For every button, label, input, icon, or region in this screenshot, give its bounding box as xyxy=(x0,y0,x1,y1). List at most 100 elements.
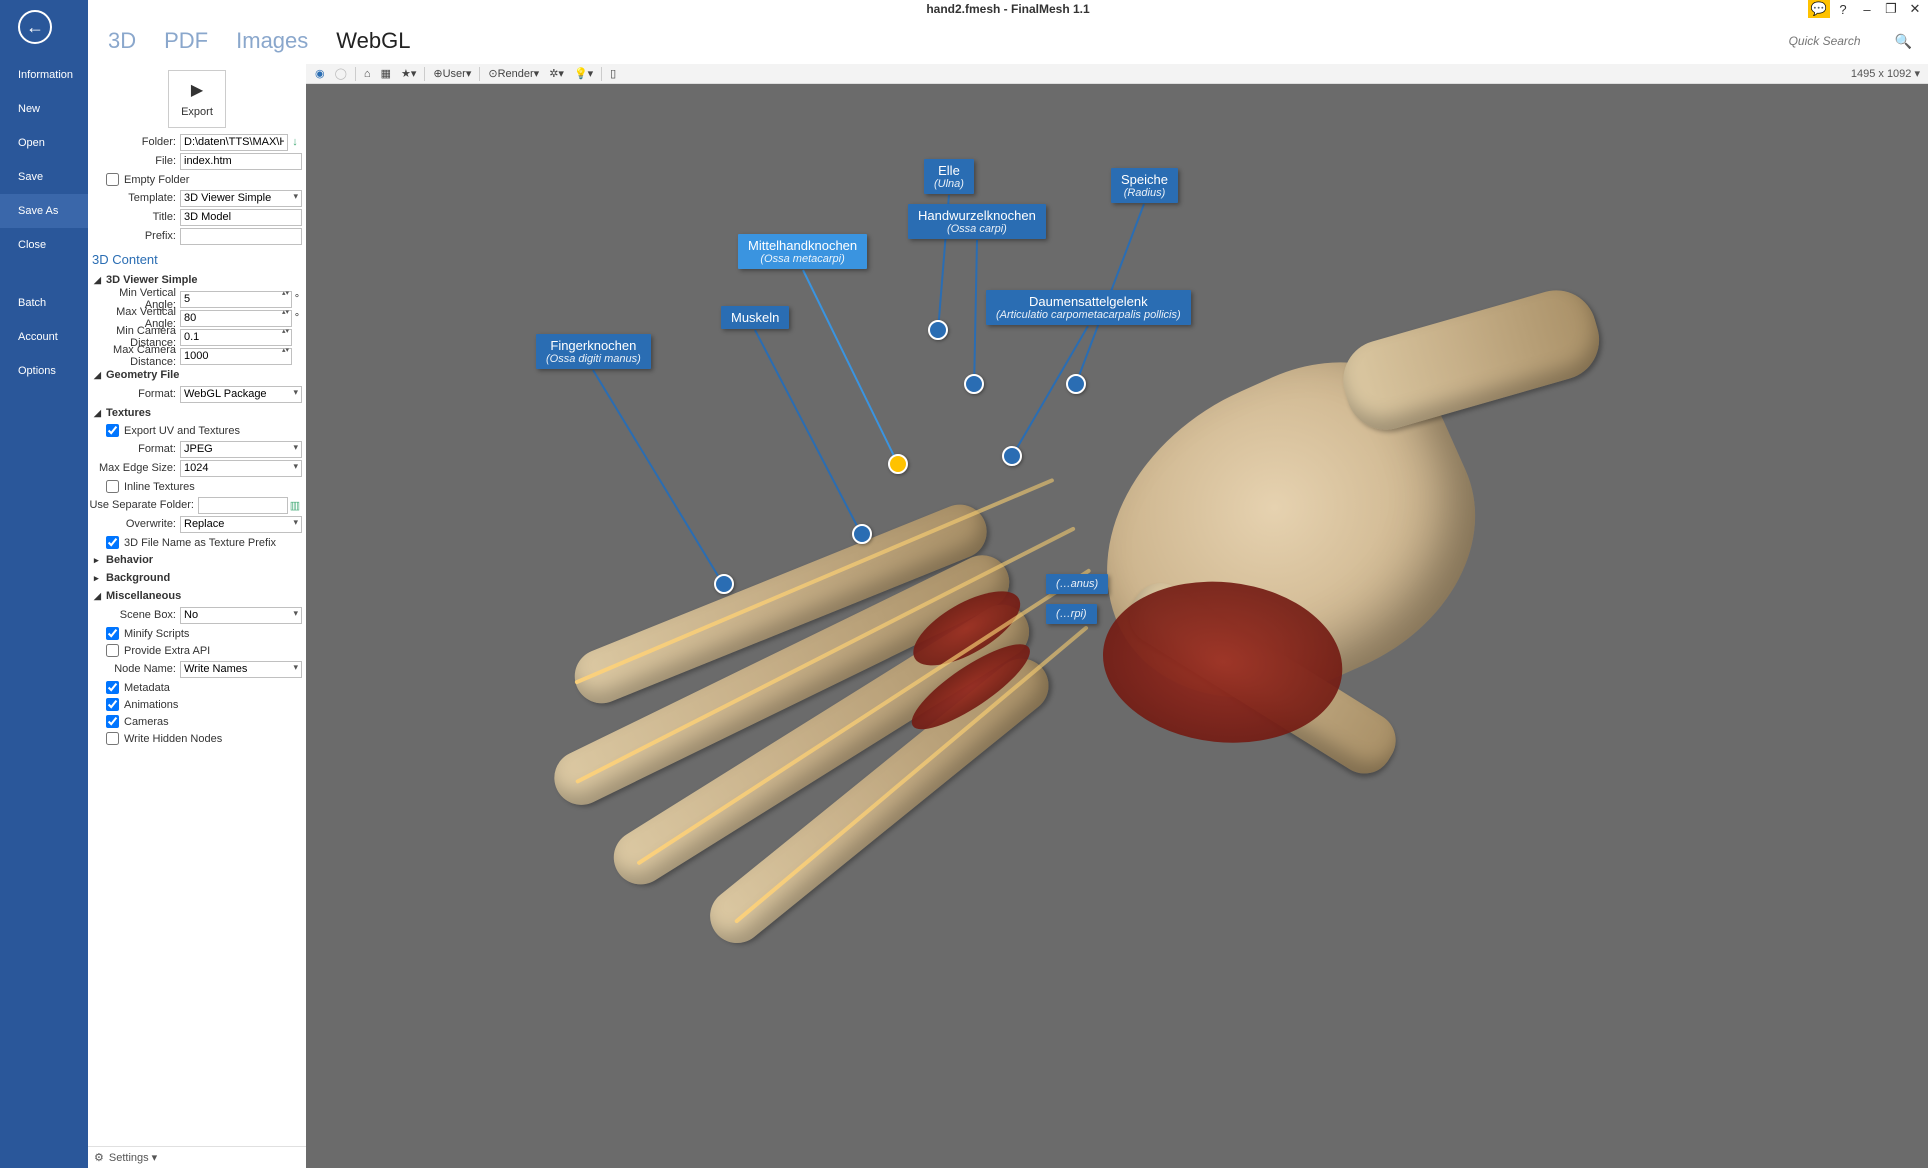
geom-format-label: Format: xyxy=(88,388,180,400)
group-geometry[interactable]: ◢Geometry File xyxy=(88,366,302,384)
sidebar-item-information[interactable]: Information xyxy=(0,58,88,92)
folder-input[interactable] xyxy=(180,134,288,151)
annotation-handwurzelknochen[interactable]: Handwurzelknochen(Ossa carpi) xyxy=(908,204,1046,239)
annotation-dot-mittelhandknochen[interactable] xyxy=(888,454,908,474)
panel-settings[interactable]: ⚙Settings ▾ xyxy=(88,1146,306,1168)
back-button[interactable]: ← xyxy=(18,10,52,44)
overwrite-select[interactable] xyxy=(180,516,302,533)
nav-back-icon[interactable]: ◉ xyxy=(310,65,330,83)
geom-format-select[interactable] xyxy=(180,386,302,403)
render-dropdown[interactable]: ⊙ Render ▾ xyxy=(483,65,544,83)
empty-folder-label: Empty Folder xyxy=(124,174,189,186)
group-behavior[interactable]: ▸Behavior xyxy=(88,551,302,569)
tex-format-select[interactable] xyxy=(180,441,302,458)
annotation-fingerknochen[interactable]: Fingerknochen(Ossa digiti manus) xyxy=(536,334,651,369)
star-icon[interactable]: ★▾ xyxy=(396,65,421,83)
group-textures[interactable]: ◢Textures xyxy=(88,404,302,422)
empty-folder-checkbox[interactable] xyxy=(106,173,119,186)
group-misc[interactable]: ◢Miscellaneous xyxy=(88,587,302,605)
maxcd-input[interactable] xyxy=(180,348,292,365)
search-icon[interactable]: 🔍 xyxy=(1889,33,1918,50)
sidebar-item-open[interactable]: Open xyxy=(0,126,88,160)
animations-label: Animations xyxy=(124,699,178,711)
template-select[interactable] xyxy=(180,190,302,207)
sidebar-item-close[interactable]: Close xyxy=(0,228,88,262)
export-uv-checkbox[interactable] xyxy=(106,424,119,437)
play-icon: ▶ xyxy=(191,80,203,100)
sidebar-menu: InformationNewOpenSaveSave AsClose BatchA… xyxy=(0,58,88,388)
overwrite-label: Overwrite: xyxy=(88,518,180,530)
annotation-dot-muskeln[interactable] xyxy=(852,524,872,544)
annotation-daumensattelgelenk[interactable]: Daumensattelgelenk(Articulatio carpometa… xyxy=(986,290,1191,325)
max-edge-select[interactable] xyxy=(180,460,302,477)
hidden-checkbox[interactable] xyxy=(106,732,119,745)
sidebar: ← InformationNewOpenSaveSave AsClose Batc… xyxy=(0,0,88,1168)
minimize-button[interactable]: – xyxy=(1856,0,1878,18)
grid-icon[interactable]: ▦ xyxy=(376,65,396,83)
sidebar-item-options[interactable]: Options xyxy=(0,354,88,388)
sidebar-item-save[interactable]: Save xyxy=(0,160,88,194)
annotation-dot-fingerknochen[interactable] xyxy=(714,574,734,594)
inline-textures-label: Inline Textures xyxy=(124,481,195,493)
tab-webgl[interactable]: WebGL xyxy=(336,28,410,54)
folder-label: Folder: xyxy=(88,136,180,148)
viewport: ◉ ◯ ⌂ ▦ ★▾ ⊕ User ▾ ⊙ Render ▾ ✲▾ 💡▾ ▯ 1… xyxy=(306,64,1928,1168)
annotation-dot-elle[interactable] xyxy=(928,320,948,340)
nav-fwd-icon[interactable]: ◯ xyxy=(330,65,352,83)
sep-folder-input[interactable] xyxy=(198,497,288,514)
prefix-input[interactable] xyxy=(180,228,302,245)
annotation-partial2[interactable]: (…rpi) xyxy=(1046,604,1097,624)
minva-input[interactable] xyxy=(180,291,292,308)
animations-checkbox[interactable] xyxy=(106,698,119,711)
sidebar-item-account[interactable]: Account xyxy=(0,320,88,354)
file-input[interactable] xyxy=(180,153,302,170)
viewport-canvas[interactable]: Fingerknochen(Ossa digiti manus) Muskeln M… xyxy=(306,84,1928,1168)
metadata-checkbox[interactable] xyxy=(106,681,119,694)
tab-3d[interactable]: 3D xyxy=(108,28,136,54)
window-title: hand2.fmesh - FinalMesh 1.1 xyxy=(926,2,1089,16)
file-label: File: xyxy=(88,155,180,167)
user-dropdown[interactable]: ⊕ User ▾ xyxy=(428,65,476,83)
annotation-dot-handwurzelknochen[interactable] xyxy=(964,374,984,394)
group-background[interactable]: ▸Background xyxy=(88,569,302,587)
title-input[interactable] xyxy=(180,209,302,226)
browse-folder-icon[interactable]: ▥ xyxy=(288,499,302,512)
light-icon[interactable]: 💡▾ xyxy=(569,65,598,83)
tab-images[interactable]: Images xyxy=(236,28,308,54)
mincd-input[interactable] xyxy=(180,329,292,346)
split-icon[interactable]: ▯ xyxy=(605,65,621,83)
inline-textures-checkbox[interactable] xyxy=(106,480,119,493)
tex-prefix-checkbox[interactable] xyxy=(106,536,119,549)
nodename-select[interactable] xyxy=(180,661,302,678)
viewport-toolbar: ◉ ◯ ⌂ ▦ ★▾ ⊕ User ▾ ⊙ Render ▾ ✲▾ 💡▾ ▯ 1… xyxy=(306,64,1928,84)
metadata-label: Metadata xyxy=(124,682,170,694)
maximize-button[interactable]: ❐ xyxy=(1880,0,1902,18)
close-button[interactable]: ✕ xyxy=(1904,0,1926,18)
extraapi-label: Provide Extra API xyxy=(124,645,210,657)
maxva-input[interactable] xyxy=(180,310,292,327)
annotation-partial1[interactable]: (…anus) xyxy=(1046,574,1108,594)
annotation-speiche[interactable]: Speiche(Radius) xyxy=(1111,168,1178,203)
home-icon[interactable]: ⌂ xyxy=(359,65,376,83)
maxcd-label: Max Camera Distance: xyxy=(88,344,180,368)
notifications-icon[interactable]: 💬 xyxy=(1808,0,1830,18)
cameras-checkbox[interactable] xyxy=(106,715,119,728)
viewport-dimensions[interactable]: 1495 x 1092 ▾ xyxy=(1851,67,1924,80)
sidebar-item-batch[interactable]: Batch xyxy=(0,286,88,320)
scenebox-select[interactable] xyxy=(180,607,302,624)
annotation-muskeln[interactable]: Muskeln xyxy=(721,306,789,329)
help-button[interactable]: ? xyxy=(1832,0,1854,18)
sidebar-item-new[interactable]: New xyxy=(0,92,88,126)
annotation-elle[interactable]: Elle(Ulna) xyxy=(924,159,974,194)
export-button[interactable]: ▶ Export xyxy=(168,70,226,128)
settings-icon[interactable]: ✲▾ xyxy=(544,65,569,83)
annotation-dot-daumensattelgelenk[interactable] xyxy=(1002,446,1022,466)
annotation-dot-speiche[interactable] xyxy=(1066,374,1086,394)
minify-checkbox[interactable] xyxy=(106,627,119,640)
extraapi-checkbox[interactable] xyxy=(106,644,119,657)
tab-pdf[interactable]: PDF xyxy=(164,28,208,54)
sidebar-item-save-as[interactable]: Save As xyxy=(0,194,88,228)
folder-go-icon[interactable]: ↓ xyxy=(288,136,302,148)
annotation-mittelhandknochen[interactable]: Mittelhandknochen(Ossa metacarpi) xyxy=(738,234,867,269)
search-input[interactable] xyxy=(1789,34,1889,48)
